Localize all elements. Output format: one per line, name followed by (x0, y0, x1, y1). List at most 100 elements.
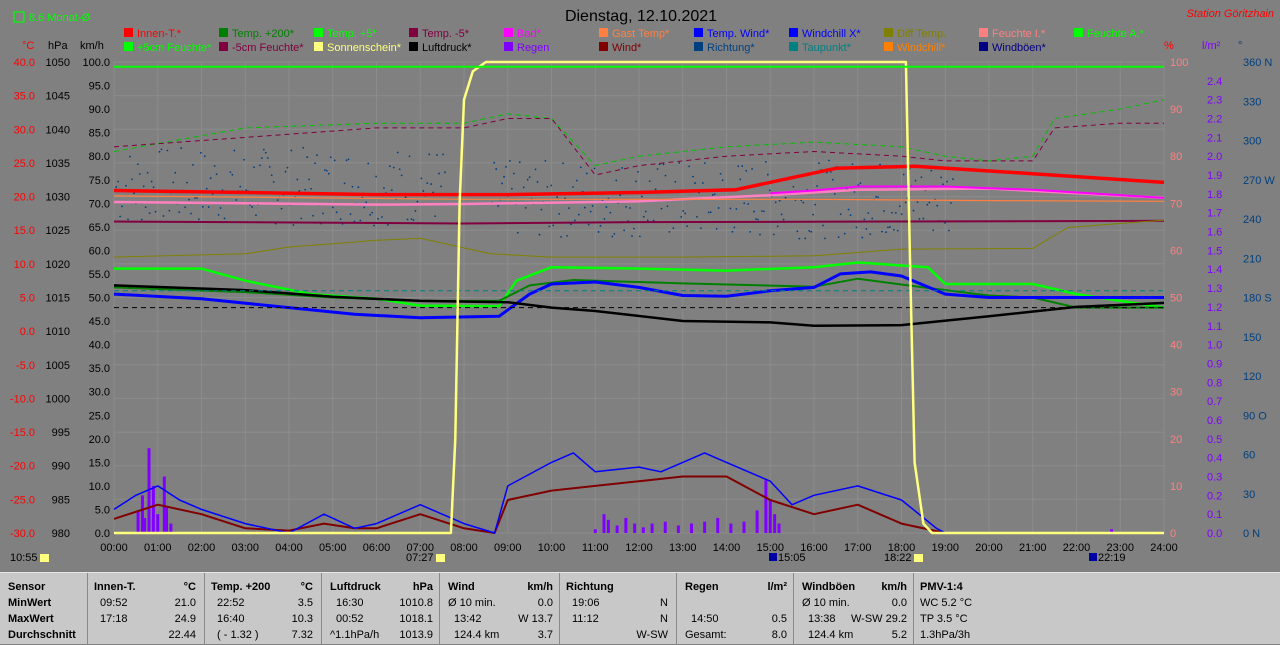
direction-point (398, 168, 401, 171)
direction-point (638, 235, 641, 238)
direction-point (322, 212, 324, 215)
legend-swatch (124, 28, 133, 37)
direction-tick-label: 60 (1243, 450, 1255, 462)
pmv-pressure-trend: 1.3hPa/3h (920, 629, 971, 641)
x-tick-label: 08:00 (450, 542, 478, 554)
direction-point (442, 153, 444, 156)
humidity-tick-label: 30 (1170, 387, 1182, 399)
direction-point (759, 233, 761, 236)
legend-swatch (979, 28, 988, 37)
wind-tick-label: 30.0 (89, 387, 110, 399)
humidity-tick-label: 40 (1170, 340, 1182, 352)
direction-tick-label: 330 (1243, 96, 1261, 108)
direction-point (351, 185, 354, 188)
direction-point (798, 237, 801, 240)
legend-swatch (694, 42, 703, 51)
innen-min-time: 09:52 (100, 597, 128, 609)
direction-point (558, 213, 561, 215)
pmv-title: PMV-1:4 (920, 581, 963, 593)
wind-tick-label: 35.0 (89, 363, 110, 375)
pressure-tick-label: 995 (52, 427, 70, 439)
legend-label: Windchill X* (802, 28, 861, 40)
direction-point (812, 213, 815, 216)
innen-avg: 22.44 (168, 629, 196, 641)
stats-col-luftdruck: Luftdruck hPa 16:30 1010.8 00:52 1018.1 … (322, 573, 440, 645)
direction-point (579, 166, 582, 169)
direction-point (209, 177, 212, 180)
direction-point (129, 155, 131, 158)
direction-point (390, 189, 393, 192)
direction-point (503, 175, 505, 178)
direction-point (512, 172, 515, 175)
direction-point (837, 236, 840, 239)
direction-point (219, 207, 222, 209)
direction-point (194, 197, 196, 199)
direction-point (898, 205, 901, 208)
x-tick-label: 13:00 (669, 542, 697, 554)
direction-point (162, 215, 165, 217)
innen-unit: °C (183, 581, 196, 593)
monthly-avg: 8.6 Monat-Ø (29, 12, 91, 24)
legend: Innen-T.* Temp. +200* Temp. +5* Temp. -5* Ba… (124, 28, 1145, 54)
richtung-title: Richtung (566, 581, 614, 593)
x-tick-label: 15:00 (756, 542, 784, 554)
direction-point (150, 180, 153, 183)
richtung-min-time: 19:06 (572, 597, 600, 609)
direction-point (528, 176, 531, 179)
direction-point (410, 218, 413, 220)
direction-point (180, 147, 183, 150)
monthly-avg-icon (13, 11, 25, 23)
luftdruck-title: Luftdruck (330, 581, 381, 593)
direction-point (822, 224, 824, 227)
x-tick-label: 17:00 (844, 542, 872, 554)
direction-point (711, 194, 714, 196)
direction-point (310, 187, 312, 190)
direction-point (589, 210, 592, 213)
regen-unit: l/m² (767, 581, 787, 593)
direction-point (936, 204, 939, 207)
direction-point (763, 210, 765, 213)
rain-tick-label: 1.4 (1207, 264, 1222, 276)
series-line (113, 219, 1165, 225)
direction-point (505, 165, 507, 168)
weather-chart: 00:00 01:00 02:00 03:00 04:00 05:00 06:00 07:00… (10, 8, 1275, 564)
direction-point (623, 229, 626, 232)
wind-tick-label: 65.0 (89, 222, 110, 234)
legend-label: Gast Temp* (612, 28, 670, 40)
direction-point (611, 235, 614, 238)
direction-point (818, 162, 820, 165)
legend-label: Windböen* (992, 42, 1047, 54)
stats-col-regen: Regen l/m² 14:50 0.5 Gesamt: 8.0 (677, 573, 794, 645)
direction-point (440, 185, 442, 188)
pressure-tick-label: 1025 (46, 225, 70, 237)
x-tick-label: 12:00 (625, 542, 653, 554)
direction-point (749, 230, 752, 233)
direction-point (304, 188, 307, 191)
rain-bar (650, 523, 654, 533)
direction-point (268, 165, 271, 168)
stats-col-richtung: Richtung 19:06 N 11:12 N W-SW (560, 573, 677, 645)
direction-point (717, 207, 720, 209)
legend-swatch (124, 42, 133, 51)
richtung-min-val: N (660, 597, 668, 609)
direction-point (735, 208, 738, 210)
rain-tick-label: 1.7 (1207, 208, 1222, 220)
rain-bar (169, 523, 173, 533)
direction-point (566, 234, 568, 237)
start-marker (40, 554, 49, 562)
direction-point (420, 177, 423, 180)
direction-point (808, 229, 811, 232)
direction-point (245, 189, 248, 192)
direction-point (188, 198, 190, 201)
pressure-tick-label: 1035 (46, 158, 70, 170)
direction-point (688, 165, 690, 168)
direction-point (243, 158, 246, 161)
temp200-avg-note: ( - 1.32 ) (217, 629, 259, 641)
humidity-tick-label: 60 (1170, 245, 1182, 257)
rain-bar (1110, 529, 1113, 533)
series-line (113, 164, 1165, 197)
rain-tick-label: 0.8 (1207, 377, 1222, 389)
direction-point (640, 195, 643, 198)
temp-tick-label: -5.0 (16, 360, 35, 372)
direction-point (654, 188, 657, 191)
